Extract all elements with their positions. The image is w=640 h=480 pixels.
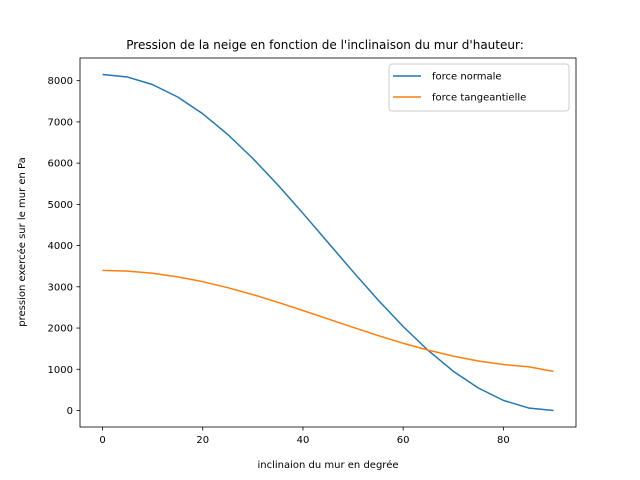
y-tick-label: 0 (67, 406, 73, 417)
y-tick-label: 1000 (48, 365, 73, 376)
series-layer (102, 73, 554, 412)
y-tick-label: 8000 (48, 76, 73, 87)
y-tick-label: 3000 (48, 282, 73, 293)
plot-area: 0 20 40 60 80 0 1000 2000 3000 4000 5000 6000 7000 8… (48, 57, 577, 446)
x-axis: 0 20 40 60 80 (99, 427, 510, 446)
series-line-0 (102, 73, 554, 412)
y-tick-label: 5000 (48, 200, 73, 211)
y-tick-label: 7000 (48, 117, 73, 128)
chart-title: Pression de la neige en fonction de l'in… (126, 38, 523, 52)
x-tick-label: 0 (99, 435, 105, 446)
legend-box (388, 63, 570, 112)
y-tick-label: 2000 (48, 324, 73, 335)
series-line-1 (102, 269, 554, 373)
y-axis-label: pression exercée sur le mur en Pa (16, 157, 28, 327)
x-axis-label: inclinaion du mur en degrée (258, 459, 399, 471)
legend-label-0: force normale (432, 72, 502, 83)
x-tick-label: 80 (497, 435, 510, 446)
y-axis: 0 1000 2000 3000 4000 5000 6000 7000 8000 (48, 76, 80, 417)
y-tick-label: 4000 (48, 241, 73, 252)
x-tick-label: 20 (196, 435, 209, 446)
legend: force normale force tangeantielle (388, 63, 570, 112)
x-tick-label: 40 (297, 435, 310, 446)
legend-label-1: force tangeantielle (432, 93, 526, 104)
x-tick-label: 60 (397, 435, 410, 446)
y-tick-label: 6000 (48, 159, 73, 170)
